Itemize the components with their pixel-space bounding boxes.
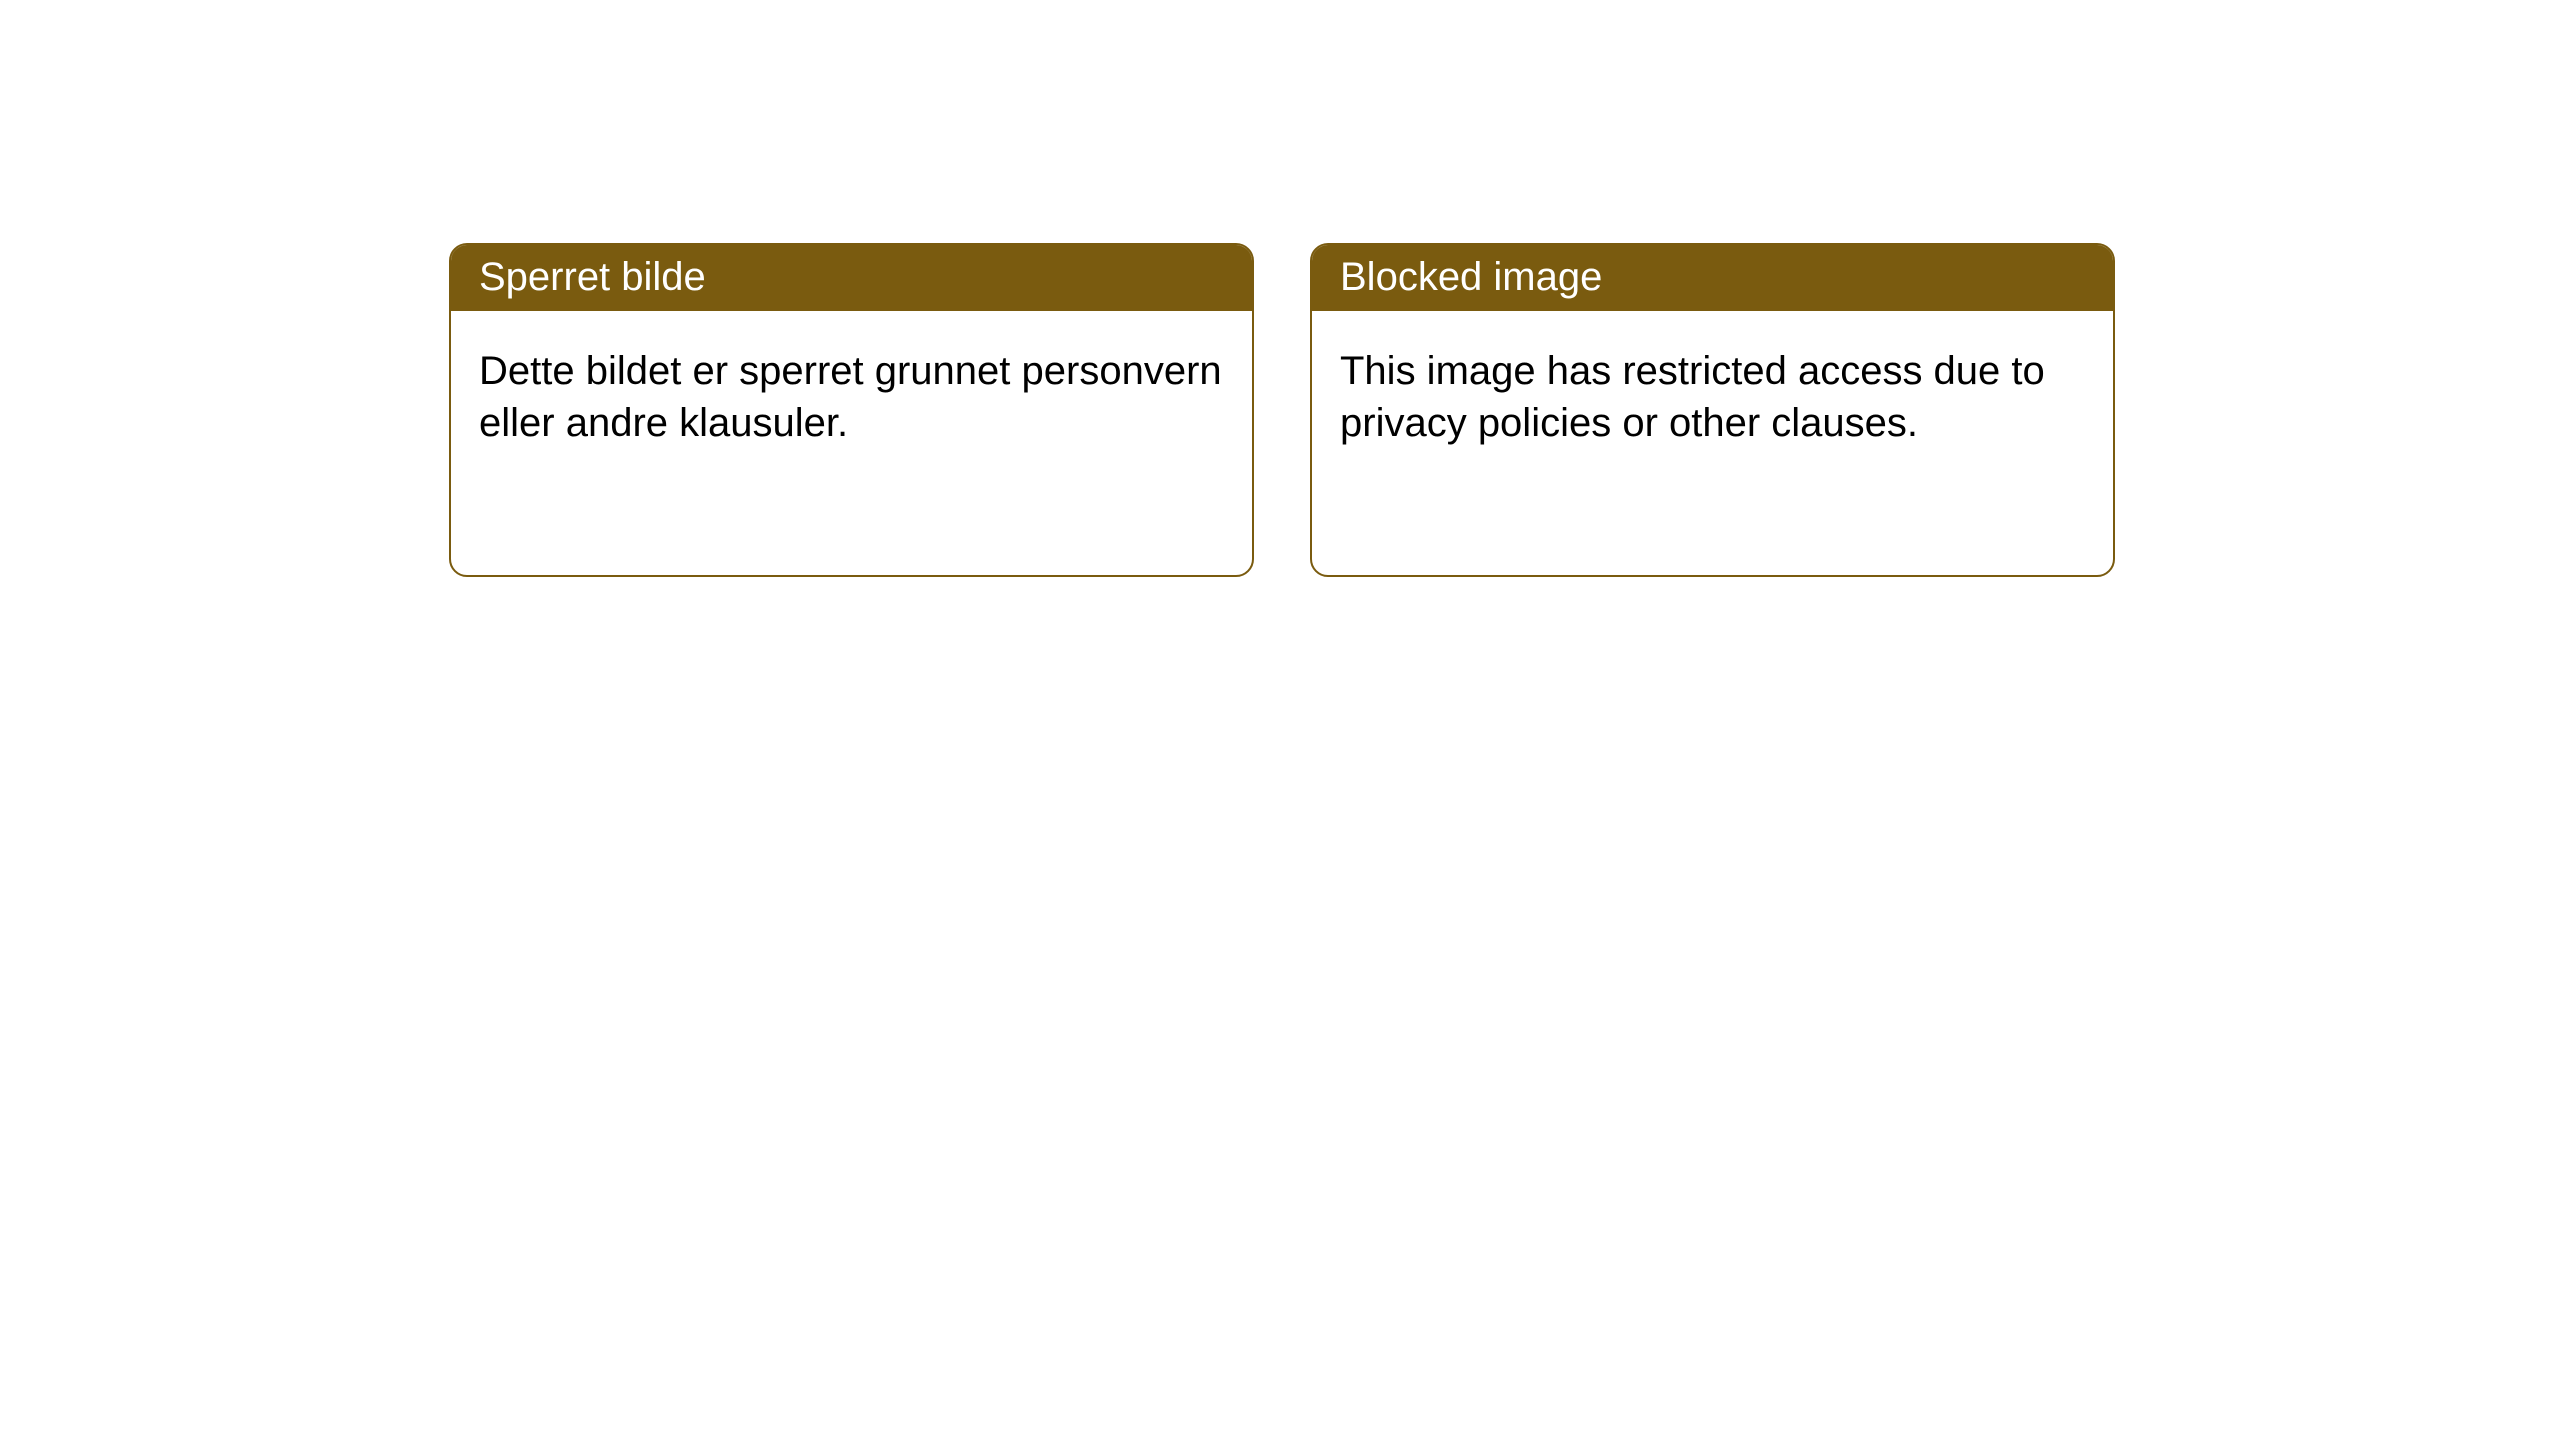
notice-title: Blocked image [1312, 245, 2113, 311]
notice-container: Sperret bilde Dette bildet er sperret gr… [0, 0, 2560, 577]
notice-body: This image has restricted access due to … [1312, 311, 2113, 483]
notice-card-norwegian: Sperret bilde Dette bildet er sperret gr… [449, 243, 1254, 577]
notice-body: Dette bildet er sperret grunnet personve… [451, 311, 1252, 483]
notice-card-english: Blocked image This image has restricted … [1310, 243, 2115, 577]
notice-title: Sperret bilde [451, 245, 1252, 311]
